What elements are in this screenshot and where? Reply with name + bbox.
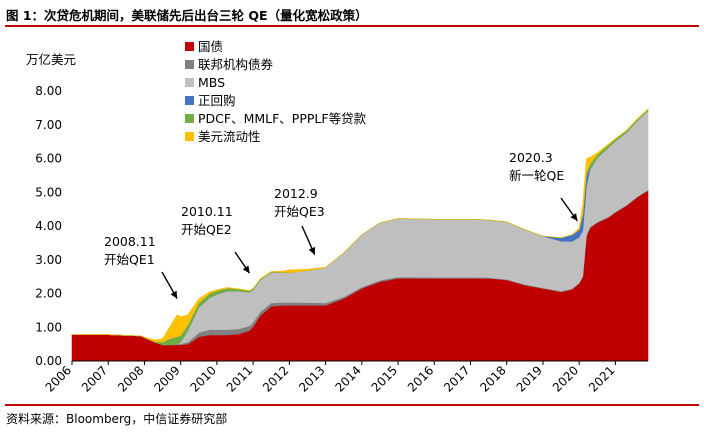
legend-label: MBS: [198, 75, 225, 90]
x-tick-label: 2007: [79, 363, 110, 394]
legend-swatch: [185, 114, 194, 123]
annotation-date: 2010.11: [181, 204, 233, 219]
annotation-label: 开始QE1: [104, 252, 155, 267]
x-tick-label: 2021: [586, 363, 617, 394]
x-tick-label: 2014: [332, 363, 363, 394]
y-tick-label: 3.00: [35, 253, 62, 267]
y-tick-label: 1.00: [35, 320, 62, 334]
x-tick-label: 2008: [115, 363, 146, 394]
chart-title: 图 1：次贷危机期间，美联储先后出台三轮 QE（量化宽松政策）: [6, 8, 368, 23]
x-tick-label: 2020: [550, 363, 581, 394]
y-tick-label: 6.00: [35, 152, 62, 166]
x-tick-label: 2016: [405, 363, 436, 394]
legend-label: 国债: [198, 39, 223, 54]
legend-label: 联邦机构债券: [198, 57, 274, 72]
y-tick-label: 0.00: [35, 354, 62, 368]
y-tick-label: 8.00: [35, 84, 62, 98]
area-series-6: [72, 108, 649, 343]
annotation-date: 2008.11: [104, 234, 156, 249]
y-tick-label: 4.00: [35, 219, 62, 233]
x-tick-label: 2009: [151, 363, 182, 394]
annotation-date: 2012.9: [274, 186, 318, 201]
x-tick-label: 2012: [260, 363, 291, 394]
x-tick-label: 2019: [514, 363, 545, 394]
x-tick-label: 2017: [441, 363, 472, 394]
y-tick-label: 5.00: [35, 185, 62, 199]
annotation-label: 新一轮QE: [509, 168, 564, 183]
legend-swatch: [185, 42, 194, 51]
y-tick-label: 7.00: [35, 118, 62, 132]
x-tick-label: 2018: [477, 363, 508, 394]
legend-label: PDCF、MMLF、PPPLF等贷款: [198, 111, 367, 126]
annotation-arrow-head: [570, 213, 578, 221]
annotation-date: 2020.3: [509, 150, 553, 165]
annotation-label: 开始QE3: [274, 204, 325, 219]
annotation-arrow-head: [308, 246, 316, 255]
legend-swatch: [185, 78, 194, 87]
legend-swatch: [185, 60, 194, 69]
annotation-label: 开始QE2: [181, 222, 232, 237]
legend-swatch: [185, 132, 194, 141]
legend-label: 正回购: [198, 93, 236, 108]
x-tick-label: 2013: [296, 363, 327, 394]
title-rule: [5, 25, 699, 27]
x-tick-label: 2011: [224, 363, 255, 394]
footer-rule: [5, 404, 699, 406]
y-tick-label: 2.00: [35, 287, 62, 301]
y-axis-label: 万亿美元: [26, 52, 76, 67]
legend-swatch: [185, 96, 194, 105]
annotation-arrow-head: [242, 265, 250, 274]
source-note: 资料来源：Bloomberg，中信证券研究部: [6, 412, 228, 426]
annotation-arrow-head: [170, 290, 178, 299]
x-tick-label: 2010: [188, 363, 219, 394]
legend-label: 美元流动性: [198, 129, 261, 144]
x-tick-label: 2015: [369, 363, 400, 394]
